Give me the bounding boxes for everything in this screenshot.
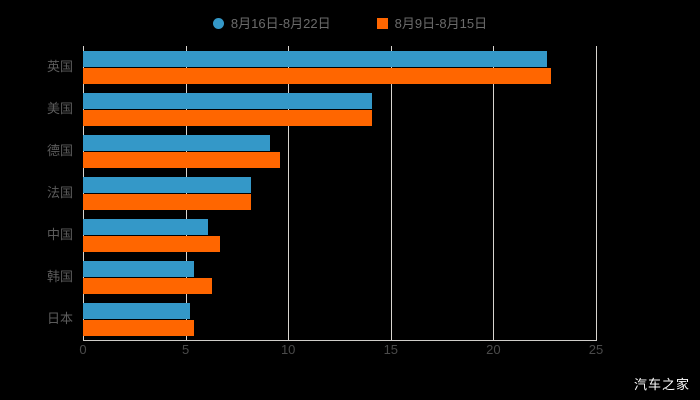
bar-法国-series-0[interactable]: [83, 176, 252, 193]
gridline-5: [185, 46, 187, 340]
category-label-英国: 英国: [46, 59, 73, 74]
category-label-德国: 德国: [46, 143, 73, 158]
x-tick-label-5: 5: [181, 342, 190, 357]
bar-美国-series-1[interactable]: [83, 109, 373, 126]
x-tick-label-15: 15: [383, 342, 399, 357]
category-label-韩国: 韩国: [46, 269, 73, 284]
x-tick-label-10: 10: [280, 342, 296, 357]
legend-item-series-0[interactable]: 8月16日-8月22日: [212, 15, 331, 31]
gridline-0: [83, 46, 84, 340]
legend-label-series-1: 8月9日-8月15日: [394, 15, 488, 31]
bar-法国-series-1[interactable]: [83, 193, 252, 210]
category-label-法国: 法国: [46, 185, 73, 200]
x-axis-tick-labels: 0 5 10 15 20 25: [0, 342, 700, 362]
gridline-20: [493, 46, 495, 340]
bar-中国-series-1[interactable]: [83, 235, 221, 252]
category-label-美国: 美国: [46, 101, 73, 116]
legend-label-series-0: 8月16日-8月22日: [230, 15, 331, 31]
bar-韩国-series-0[interactable]: [83, 260, 194, 277]
plot-area: [83, 46, 597, 340]
x-tick-label-25: 25: [588, 342, 604, 357]
x-tick-label-20: 20: [486, 342, 501, 357]
bar-日本-series-0[interactable]: [83, 302, 190, 319]
watermark: 汽车之家: [633, 377, 690, 392]
bar-德国-series-0[interactable]: [83, 134, 270, 151]
gridline-25: [596, 46, 597, 340]
gridline-10: [288, 46, 290, 340]
bar-韩国-series-1[interactable]: [83, 277, 213, 294]
bar-中国-series-0[interactable]: [83, 218, 209, 235]
bar-英国-series-1[interactable]: [83, 67, 551, 84]
category-label-日本: 日本: [46, 311, 73, 326]
x-tick-label-0: 0: [79, 342, 87, 357]
legend-square-marker-icon: [376, 17, 388, 29]
category-label-中国: 中国: [46, 227, 73, 242]
bar-英国-series-0[interactable]: [83, 50, 547, 67]
bar-日本-series-1[interactable]: [83, 319, 194, 336]
chart-legend: 8月16日-8月22日 8月9日-8月15日: [0, 10, 700, 36]
bar-美国-series-0[interactable]: [83, 92, 373, 109]
bar-德国-series-1[interactable]: [83, 151, 280, 168]
legend-circle-marker-icon: [212, 17, 224, 29]
category-axis-labels: 英国美国德国法国中国韩国日本: [0, 46, 73, 340]
gridline-15: [390, 46, 392, 340]
x-axis-line: [83, 340, 597, 341]
legend-item-series-1[interactable]: 8月9日-8月15日: [376, 15, 488, 31]
